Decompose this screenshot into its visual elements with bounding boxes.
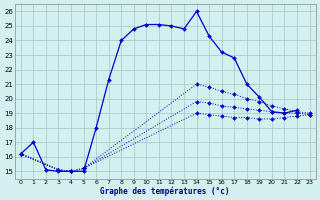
- X-axis label: Graphe des températures (°c): Graphe des températures (°c): [100, 186, 230, 196]
